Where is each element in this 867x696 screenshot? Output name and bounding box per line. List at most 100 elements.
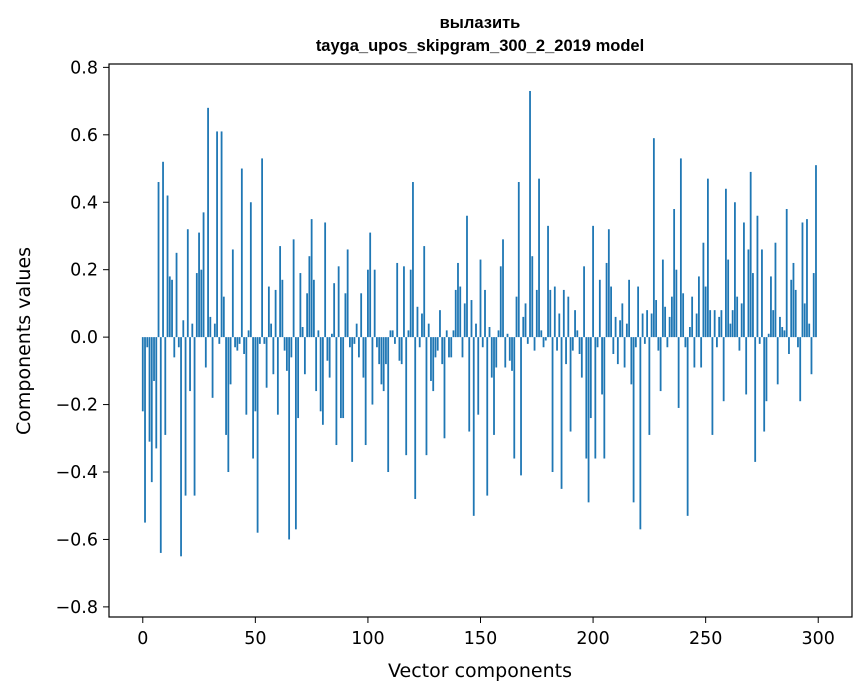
bar [222, 296, 225, 338]
bar [682, 293, 685, 338]
bar [256, 337, 259, 533]
bar [216, 131, 218, 338]
bar [403, 266, 405, 338]
bar [583, 266, 585, 338]
bar [493, 337, 495, 435]
bar [355, 323, 358, 338]
bar [432, 337, 435, 392]
x-tick-label: 250 [689, 629, 722, 649]
y-tick-label: 0.0 [70, 328, 98, 348]
bar [677, 337, 680, 408]
bar [704, 286, 707, 338]
bar [670, 296, 673, 338]
bar [740, 303, 743, 338]
bar [191, 323, 194, 338]
bar [691, 296, 694, 338]
bar [477, 337, 480, 415]
bar [639, 337, 642, 530]
bar [294, 337, 297, 530]
bar [551, 337, 554, 473]
bar [376, 337, 378, 348]
bar [454, 289, 457, 338]
y-tick-label: 0.6 [70, 126, 98, 146]
bar [758, 337, 761, 344]
bar [526, 337, 529, 344]
bar [479, 259, 482, 338]
bar [779, 316, 781, 338]
bar [414, 337, 417, 499]
y-tick-label: −0.2 [56, 396, 99, 416]
bar [175, 252, 178, 338]
y-tick-label: 0.8 [70, 58, 98, 78]
bar [297, 337, 300, 419]
bar [288, 337, 291, 540]
bar [445, 330, 448, 338]
bar [770, 276, 772, 338]
bar [650, 313, 653, 338]
bar [292, 239, 295, 338]
bar [409, 269, 412, 338]
bar [679, 158, 682, 338]
bar [448, 337, 450, 358]
bar [412, 182, 414, 338]
bar [720, 310, 723, 338]
bar [351, 337, 354, 462]
bar [267, 286, 270, 338]
bar [157, 182, 160, 338]
bar [598, 279, 601, 338]
y-tick-label: −0.4 [56, 463, 99, 483]
bar [549, 289, 552, 338]
bar [337, 266, 340, 338]
bar [659, 337, 662, 392]
bar [657, 337, 660, 351]
bar [198, 232, 200, 338]
bar [722, 337, 725, 402]
bar-series [141, 90, 817, 557]
bar [459, 286, 462, 338]
bar [616, 337, 619, 365]
bar [522, 316, 525, 338]
bar [736, 296, 739, 338]
bar [209, 316, 212, 338]
bar [511, 337, 513, 371]
bar [571, 337, 574, 351]
bar [461, 337, 464, 358]
y-tick-label: −0.8 [56, 598, 99, 618]
bar [763, 337, 766, 432]
bar [168, 276, 171, 338]
bar [752, 273, 754, 338]
bar [709, 310, 712, 338]
bar [727, 259, 730, 338]
bar [328, 337, 331, 378]
bar [439, 310, 441, 338]
bar [254, 337, 257, 412]
bar [797, 337, 799, 348]
bar [321, 337, 324, 425]
bar [515, 296, 518, 338]
bar [272, 337, 275, 375]
bar [495, 337, 498, 368]
bar [231, 249, 234, 338]
bar [177, 337, 180, 348]
bar [396, 262, 399, 338]
bar [574, 310, 576, 338]
bar [382, 337, 385, 392]
bar [589, 337, 592, 419]
bar [673, 208, 676, 338]
bar [776, 337, 779, 385]
bar [213, 323, 216, 338]
bar [258, 337, 261, 344]
bar [276, 337, 279, 415]
bar [765, 337, 768, 402]
bar [558, 313, 561, 338]
bar [806, 219, 808, 338]
bar [150, 337, 153, 483]
bar [538, 178, 540, 338]
bar [695, 313, 698, 338]
bar [698, 276, 700, 338]
bar [700, 337, 703, 368]
bar [594, 337, 597, 459]
bar [182, 320, 185, 338]
